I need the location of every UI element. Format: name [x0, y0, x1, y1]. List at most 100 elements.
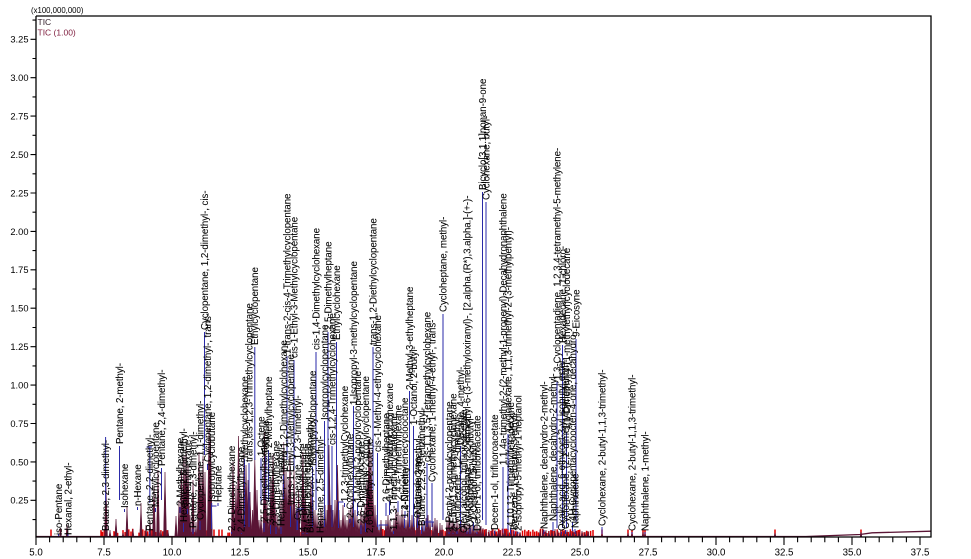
svg-text:Naphthalene: Naphthalene: [570, 474, 581, 528]
svg-text:Naphthalene, decahydro-2-methy: Naphthalene, decahydro-2-methyl-: [539, 381, 550, 529]
svg-text:cis-1,2,4-Trimethylcyclohexane: cis-1,2,4-Trimethylcyclohexane: [327, 313, 338, 445]
svg-text:1-Octanol, 2-butyl-: 1-Octanol, 2-butyl-: [469, 442, 480, 521]
svg-text:Hexadecane, 1-chloro-: Hexadecane, 1-chloro-: [558, 246, 569, 343]
svg-text:2.25: 2.25: [10, 188, 28, 198]
svg-text:Cyclohexane, 2-butyl-1,1,3-tri: Cyclohexane, 2-butyl-1,1,3-trimethyl-: [627, 375, 638, 531]
svg-text:Heptane: Heptane: [213, 466, 224, 502]
svg-text:25.0: 25.0: [571, 548, 590, 559]
svg-text:1,2,3-trimethylCyclohexane: 1,2,3-trimethylCyclohexane: [340, 386, 351, 502]
svg-text:0.50: 0.50: [10, 457, 28, 467]
svg-text:2,5-Dimethylheptane: 2,5-Dimethylheptane: [323, 242, 334, 330]
svg-text:30.0: 30.0: [707, 548, 726, 559]
svg-text:2.75: 2.75: [10, 112, 28, 122]
svg-text:Naphthalene, decahydro-2-methy: Naphthalene, decahydro-2-methyl-: [548, 373, 559, 521]
svg-text:1-Methyl-2-propylcyclopentane: 1-Methyl-2-propylcyclopentane: [353, 371, 364, 502]
svg-text:2,5-Dimethylhexane: 2,5-Dimethylhexane: [259, 437, 270, 522]
svg-text:35.0: 35.0: [843, 548, 862, 559]
svg-text:1.75: 1.75: [10, 265, 28, 275]
svg-text:9-Eicosyne: 9-Eicosyne: [571, 290, 582, 337]
svg-text:2,4,4-Trimethylhexane: 2,4,4-Trimethylhexane: [393, 405, 404, 500]
svg-text:Cyclohexane, 2-butyl-1,1,3-tri: Cyclohexane, 2-butyl-1,1,3-trimethyl-: [597, 370, 608, 526]
svg-text:1-Octanol, 2-butyl-: 1-Octanol, 2-butyl-: [409, 346, 420, 425]
svg-text:Cyclohexene, 1,2-dimethyl-: Cyclohexene, 1,2-dimethyl-: [452, 414, 463, 530]
svg-text:6-Tetradecyne: 6-Tetradecyne: [413, 457, 424, 518]
svg-text:Cyclopentane, 1,2-dimethyl-, t: Cyclopentane, 1,2-dimethyl-, trans-: [203, 313, 214, 462]
svg-text:Cyclopentane, 1,1-dimethyl-: Cyclopentane, 1,1-dimethyl-: [195, 401, 206, 520]
svg-text:n-Hexane: n-Hexane: [133, 464, 144, 506]
svg-text:15.0: 15.0: [299, 548, 318, 559]
svg-text:Pentane, 2,2-dimethyl-: Pentane, 2,2-dimethyl-: [145, 435, 156, 531]
svg-text:Hexanal, 2-ethyl-: Hexanal, 2-ethyl-: [63, 463, 74, 535]
svg-text:Cyclohexane, 1-methyl-4-ethyl-: Cyclohexane, 1-methyl-4-ethyl-, trans-: [427, 320, 438, 482]
svg-text:2-Methylheptane: 2-Methylheptane: [264, 377, 275, 448]
svg-text:trans-1,2-Diethylcyclopentane: trans-1,2-Diethylcyclopentane: [368, 218, 379, 345]
svg-text:Pentane, 2,4-dimethyl-: Pentane, 2,4-dimethyl-: [157, 370, 168, 466]
svg-text:iso-Pentane: iso-Pentane: [54, 484, 65, 535]
svg-text:17.5: 17.5: [367, 548, 386, 559]
svg-text:4-Nonene: 4-Nonene: [400, 468, 411, 510]
svg-text:Cyclohexane, 1,2,3-trimethyl-: Cyclohexane, 1,2,3-trimethyl-: [293, 395, 304, 520]
svg-text:Oleyl alcohol, trifluoroacetat: Oleyl alcohol, trifluoroacetate: [459, 410, 470, 533]
svg-text:37.5: 37.5: [911, 548, 930, 559]
svg-text:22.5: 22.5: [503, 548, 522, 559]
svg-text:Methylcyclopentane: Methylcyclopentane: [151, 422, 162, 507]
svg-text:2,3-Dimethylhexane: 2,3-Dimethylhexane: [271, 441, 282, 526]
svg-text:2,2-Dimethylhexane: 2,2-Dimethylhexane: [227, 446, 238, 531]
svg-text:Decen-1-ol, trifluoroacetate: Decen-1-ol, trifluoroacetate: [490, 415, 501, 530]
svg-text:2-Isopropyl-5-methyl-1-heptano: 2-Isopropyl-5-methyl-1-heptanol: [513, 395, 524, 531]
svg-text:Cyclohexane, butyl-: Cyclohexane, butyl-: [481, 116, 492, 200]
svg-text:Hexane, 2,5-dimethyl-: Hexane, 2,5-dimethyl-: [179, 428, 190, 522]
svg-text:Naphthalene, 1-methyl-: Naphthalene, 1-methyl-: [640, 431, 651, 531]
svg-text:1.50: 1.50: [10, 304, 28, 314]
svg-text:TIC: TIC: [38, 17, 52, 27]
svg-text:Nonane, 2-methyl-: Nonane, 2-methyl-: [413, 435, 424, 514]
svg-text:Butane, 2,2,3,3-tetramethyl-: Butane, 2,2,3,3-tetramethyl-: [305, 414, 316, 533]
svg-text:5.0: 5.0: [29, 548, 43, 559]
svg-text:Isopropylcyclopentane: Isopropylcyclopentane: [308, 371, 319, 466]
svg-text:Isohexane: Isohexane: [120, 464, 131, 508]
svg-text:1,1,3-Trimethylcyclohexane: 1,1,3-Trimethylcyclohexane: [389, 413, 400, 530]
svg-text:Heptane, 2,5-dimethyl-: Heptane, 2,5-dimethyl-: [315, 436, 326, 533]
svg-text:1-Isopropyl-3-methylcyclopenta: 1-Isopropyl-3-methylcyclopentane: [349, 261, 360, 405]
svg-text:1-Octene: 1-Octene: [256, 417, 267, 456]
svg-text:27.5: 27.5: [639, 548, 658, 559]
svg-text:Cyclohexane, (2,2-dimethylcycl: Cyclohexane, (2,2-dimethylcyclopentyl)-: [561, 359, 572, 529]
svg-text:Bicyclo[3.1.1]nonan-9-one: Bicyclo[3.1.1]nonan-9-one: [478, 79, 489, 190]
svg-text:2-Cyclohexylbutane: 2-Cyclohexylbutane: [345, 434, 356, 518]
svg-text:20.0: 20.0: [435, 548, 454, 559]
svg-text:cis-1,1,3,5-Tetramethylcyclohe: cis-1,1,3,5-Tetramethylcyclohexane: [422, 312, 433, 462]
svg-text:Isopropylcyclopentane: Isopropylcyclopentane: [320, 325, 331, 420]
svg-text:0.75: 0.75: [10, 419, 28, 429]
svg-text:2,6-Dimethyloctane: 2,6-Dimethyloctane: [356, 441, 367, 524]
svg-text:4H-Cyclopentacycloocten-4-one,: 4H-Cyclopentacycloocten-4-one, decahydro…: [568, 331, 579, 521]
svg-text:1,3-Cyclopentadiene, 1,2,3,4-t: 1,3-Cyclopentadiene, 1,2,3,4-tetramethyl…: [552, 148, 563, 380]
svg-text:7.5: 7.5: [97, 548, 110, 559]
svg-text:3.25: 3.25: [10, 35, 28, 45]
svg-text:cis-1-Ethyl-3-Methylcyclopenta: cis-1-Ethyl-3-Methylcyclopentane: [289, 217, 300, 358]
svg-text:Heptane, 3-methyl-: Heptane, 3-methyl-: [276, 445, 287, 526]
svg-text:3-Methylhexane: 3-Methylhexane: [183, 440, 194, 508]
svg-text:1,1-Dimethyl-4-(1-methylethyl): 1,1-Dimethyl-4-(1-methylethyl)cyclodecan…: [562, 248, 573, 430]
svg-text:2-Methyl-3-ethylheptane: 2-Methyl-3-ethylheptane: [405, 287, 416, 390]
svg-text:1,1,4a-trimethyl-2-(2-methyl-1: 1,1,4a-trimethyl-2-(2-methyl-1-propenyl)…: [498, 193, 509, 465]
svg-text:3-Methylheptane: 3-Methylheptane: [266, 453, 277, 524]
svg-text:4,10,13-Trimethyltetradecane: 4,10,13-Trimethyltetradecane: [506, 402, 517, 527]
svg-text:Pentane, 2,3-dimethyl-: Pentane, 2,3-dimethyl-: [188, 432, 199, 528]
svg-text:2.00: 2.00: [10, 227, 28, 237]
svg-text:Pentane, 2-methyl-: Pentane, 2-methyl-: [115, 363, 126, 444]
svg-text:TIC (1.00): TIC (1.00): [38, 28, 76, 38]
svg-text:32.5: 32.5: [775, 548, 794, 559]
svg-text:cis-1-Methyl-4-ethylcyclohexan: cis-1-Methyl-4-ethylcyclohexane: [373, 315, 384, 452]
svg-text:2.50: 2.50: [10, 150, 28, 160]
svg-text:1,2-Dimethylenecyclooctane: 1,2-Dimethylenecyclooctane: [400, 398, 411, 518]
svg-text:Oxalic acid, 6-ethyloct-3-yl i: Oxalic acid, 6-ethyloct-3-yl isobutyl es…: [557, 359, 568, 531]
svg-text:cis-1,4-Dimethylcyclohexane: cis-1,4-Dimethylcyclohexane: [311, 228, 322, 350]
svg-text:4,7-Dimethylheptane: 4,7-Dimethylheptane: [298, 444, 309, 532]
svg-text:Isopropylcyclobutane: Isopropylcyclobutane: [207, 412, 218, 502]
svg-text:cis-1-Methyl-2-propylcyclopent: cis-1-Methyl-2-propylcyclopentane: [361, 376, 372, 522]
svg-text:0.25: 0.25: [10, 496, 28, 506]
svg-text:Cyclohexanone, 2,2-dimethyl-6-: Cyclohexanone, 2,2-dimethyl-6-(3-methylo…: [462, 196, 473, 530]
svg-text:Butane, 2,2,3,3-tetramethyl-: Butane, 2,2,3,3-tetramethyl-: [417, 407, 428, 526]
svg-text:Ethylcyclopentane: Ethylcyclopentane: [250, 267, 261, 345]
svg-text:Ethylcyclohexane: Ethylcyclohexane: [332, 265, 343, 340]
